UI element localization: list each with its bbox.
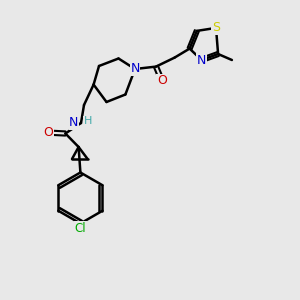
Text: N: N [197,53,206,67]
Text: O: O [157,74,167,88]
Text: S: S [212,21,220,34]
Text: N: N [69,116,79,130]
Text: Cl: Cl [75,221,86,235]
Text: O: O [43,126,53,139]
Text: H: H [84,116,92,127]
Text: N: N [130,62,140,76]
